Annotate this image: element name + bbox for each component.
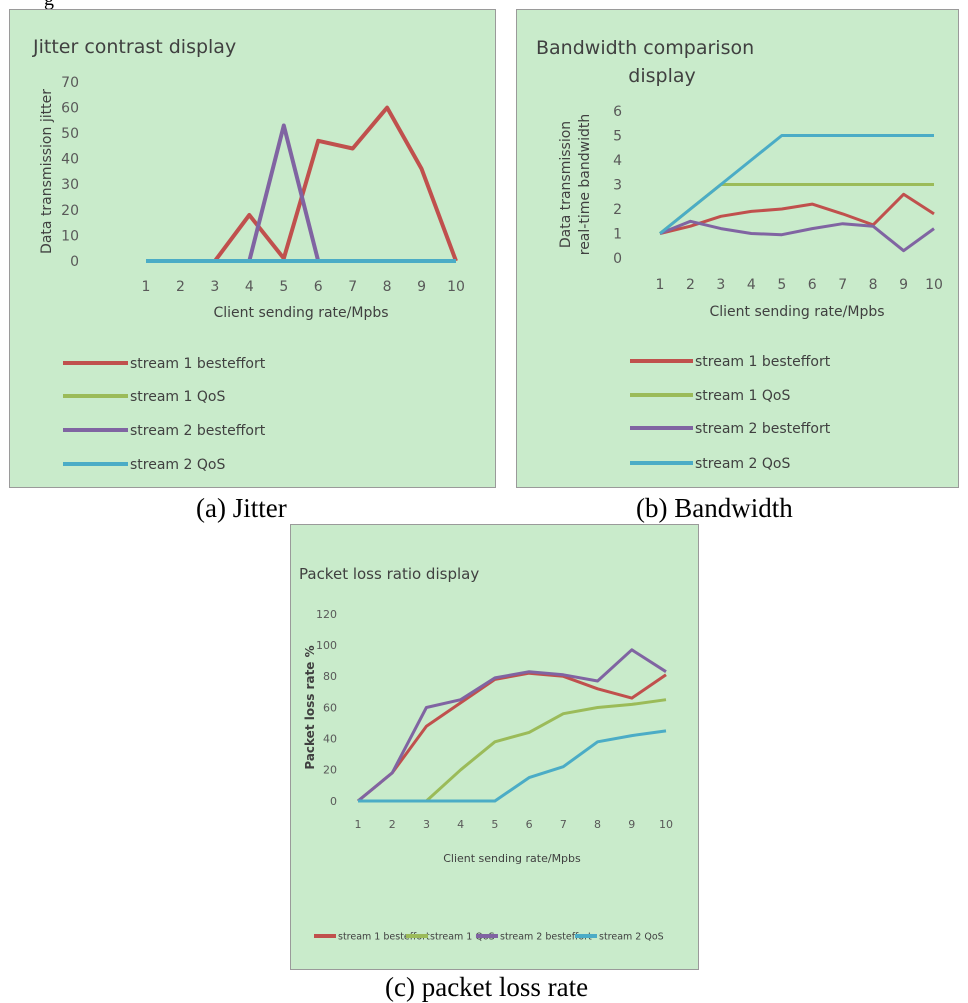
chart3-x-tick-label: 8 — [594, 818, 601, 831]
chart2-x-tick-label: 4 — [747, 277, 756, 293]
chart3-y-tick-label: 120 — [316, 608, 337, 621]
chart1-y-axis-title: Data transmission jitter — [39, 89, 55, 254]
chart1-y-tick-label: 0 — [70, 254, 79, 270]
chart1-x-tick-label: 5 — [279, 279, 288, 295]
chart1-x-tick-label: 8 — [383, 279, 392, 295]
chart2-x-tick-label: 6 — [808, 277, 817, 293]
bandwidth-chart: Bandwidth comparison display 0 1 2 3 4 5 6 1 2 3 4 5 6… — [536, 37, 943, 472]
packet-loss-chart: Packet loss ratio display 0 20 40 60 80 100 120… — [299, 565, 673, 942]
chart3-y-tick-label: 80 — [323, 670, 337, 683]
chart1-y-tick-label: 10 — [61, 228, 79, 244]
chart2-y-tick-label: 2 — [613, 202, 622, 218]
chart3-series-line-stream-2-besteffort — [357, 648, 667, 803]
chart2-y-axis-title-line-1: Data transmission — [558, 121, 574, 248]
chart3-x-tick-label: 5 — [491, 818, 498, 831]
chart3-legend-label: stream 1 besteffort — [338, 931, 430, 942]
chart-title-line-1: Bandwidth comparison — [536, 37, 754, 59]
chart3-legend-label: stream 1 QoS — [430, 931, 495, 942]
chart3-series-line-stream-2-qos — [358, 729, 667, 803]
chart1-legend-label: stream 1 besteffort — [130, 356, 266, 372]
chart2-y-tick-label: 4 — [613, 153, 622, 169]
chart3-legend-label: stream 2 besteffort — [500, 931, 592, 942]
bandwidth-chart-panel: Bandwidth comparison display 0 1 2 3 4 5 6 1 2 3 4 5 6… — [516, 9, 959, 488]
packet-loss-chart-panel: Packet loss ratio display 0 20 40 60 80 100 120… — [290, 524, 699, 970]
chart3-x-tick-label: 3 — [423, 818, 430, 831]
jitter-chart-panel: Jitter contrast display 0 10 20 30 40 50 60 70 1 2… — [9, 9, 496, 488]
chart3-x-tick-label: 7 — [560, 818, 567, 831]
chart2-x-tick-label: 7 — [838, 277, 847, 293]
chart1-x-tick-label: 10 — [447, 279, 465, 295]
chart2-x-tick-label: 5 — [777, 277, 786, 293]
header-fragment: g — [44, 0, 54, 11]
chart1-y-tick-label: 60 — [61, 100, 79, 116]
chart3-y-tick-label: 0 — [330, 795, 337, 808]
chart1-legend-label: stream 1 QoS — [130, 389, 225, 405]
chart3-y-tick-label: 20 — [323, 764, 337, 777]
chart2-x-tick-label: 10 — [925, 277, 943, 293]
chart3-y-axis-title: Packet loss rate % — [303, 645, 317, 769]
chart1-legend-label: stream 2 besteffort — [130, 423, 266, 439]
chart2-legend-label: stream 1 QoS — [695, 388, 790, 404]
chart1-y-tick-label: 20 — [61, 203, 79, 219]
chart2-x-axis-title: Client sending rate/Mpbs — [709, 304, 884, 320]
chart2-x-tick-label: 9 — [899, 277, 908, 293]
caption-jitter: (a) Jitter — [196, 493, 287, 523]
chart2-y-axis-title-line-2: real-time bandwidth — [577, 114, 593, 255]
chart1-x-tick-label: 4 — [245, 279, 254, 295]
chart2-series-line-stream-2-qos — [659, 134, 934, 235]
chart2-series-line-stream-2-besteffort — [659, 219, 935, 253]
chart1-y-tick-label: 30 — [61, 177, 79, 193]
chart1-series-line-stream-1-besteffort — [146, 105, 458, 263]
chart2-x-tick-label: 1 — [656, 277, 665, 293]
chart2-x-tick-label: 2 — [686, 277, 695, 293]
chart3-x-tick-label: 6 — [526, 818, 533, 831]
chart2-series-line-stream-1-besteffort — [659, 192, 935, 235]
chart3-y-tick-label: 40 — [323, 733, 337, 746]
jitter-chart: Jitter contrast display 0 10 20 30 40 50 60 70 1 2… — [32, 36, 465, 473]
chart2-legend-label: stream 2 besteffort — [695, 421, 831, 437]
chart2-y-tick-label: 5 — [613, 128, 622, 144]
chart1-y-tick-label: 50 — [61, 126, 79, 142]
chart1-x-tick-label: 7 — [348, 279, 357, 295]
chart1-x-tick-label: 2 — [176, 279, 185, 295]
chart1-legend-label: stream 2 QoS — [130, 457, 225, 473]
chart2-y-tick-label: 6 — [613, 104, 622, 120]
chart2-x-tick-label: 3 — [716, 277, 725, 293]
chart3-x-tick-label: 9 — [628, 818, 635, 831]
chart3-x-tick-label: 4 — [457, 818, 464, 831]
chart2-y-tick-label: 0 — [613, 251, 622, 267]
chart1-x-tick-label: 9 — [417, 279, 426, 295]
chart2-series-line-stream-1-qos — [659, 183, 934, 235]
chart-title: Jitter contrast display — [32, 36, 236, 58]
chart3-legend-label: stream 2 QoS — [599, 931, 664, 942]
caption-bandwidth: (b) Bandwidth — [636, 493, 793, 523]
chart3-x-axis-title: Client sending rate/Mpbs — [443, 852, 581, 865]
chart2-legend-label: stream 1 besteffort — [695, 354, 831, 370]
chart3-x-tick-label: 2 — [389, 818, 396, 831]
chart1-x-tick-label: 6 — [314, 279, 323, 295]
chart1-x-tick-label: 3 — [210, 279, 219, 295]
chart2-x-tick-label: 8 — [869, 277, 878, 293]
chart1-x-axis-title: Client sending rate/Mpbs — [213, 305, 388, 321]
chart2-y-tick-label: 3 — [613, 177, 622, 193]
chart1-x-tick-label: 1 — [142, 279, 151, 295]
chart3-y-tick-label: 60 — [323, 701, 337, 714]
chart1-y-tick-label: 70 — [61, 75, 79, 91]
chart3-x-tick-label: 1 — [355, 818, 362, 831]
caption-packet-loss: (c) packet loss rate — [385, 972, 589, 1002]
chart1-y-tick-label: 40 — [61, 152, 79, 168]
chart3-y-tick-label: 100 — [316, 639, 337, 652]
chart-title: Packet loss ratio display — [299, 565, 479, 583]
chart2-legend-label: stream 2 QoS — [695, 456, 790, 472]
chart3-x-tick-label: 10 — [659, 818, 673, 831]
chart-title-line-2: display — [628, 65, 695, 87]
chart2-y-tick-label: 1 — [613, 226, 622, 242]
